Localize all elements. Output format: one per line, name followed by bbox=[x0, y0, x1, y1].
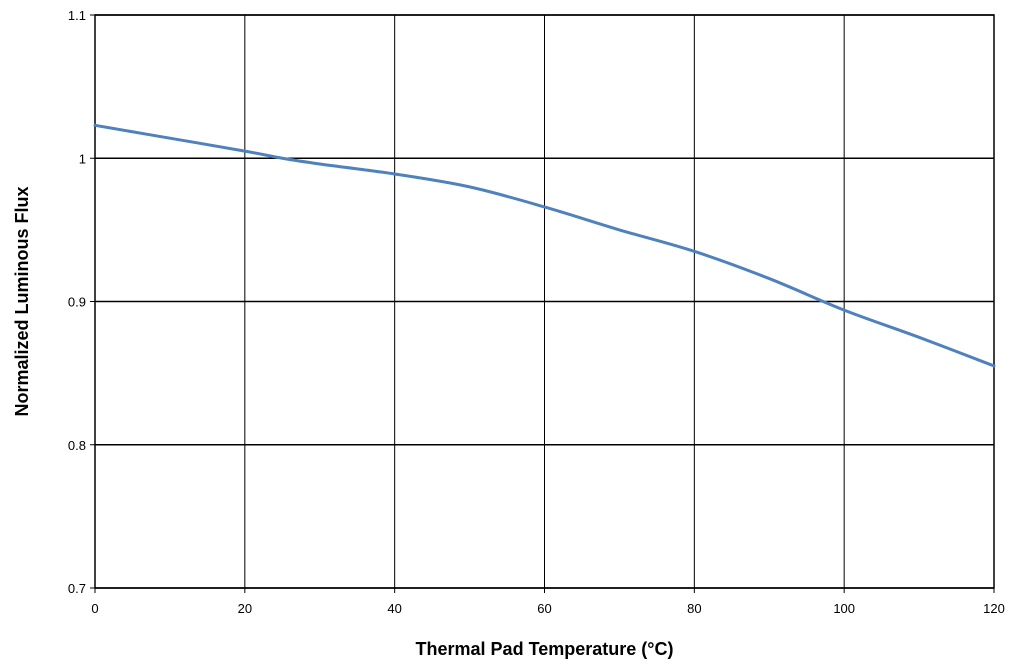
y-tick-label: 0.9 bbox=[68, 295, 86, 310]
series bbox=[93, 123, 996, 368]
x-tick-label: 20 bbox=[238, 601, 252, 616]
x-axis-title: Thermal Pad Temperature (°C) bbox=[416, 639, 674, 659]
y-tick-label: 0.7 bbox=[68, 581, 86, 596]
x-tick-label: 80 bbox=[687, 601, 701, 616]
plot-border bbox=[94, 14, 995, 589]
axes bbox=[90, 14, 995, 593]
y-tick-label: 1 bbox=[79, 151, 86, 166]
y-tick-label: 1.1 bbox=[68, 8, 86, 23]
x-tick-label: 0 bbox=[91, 601, 98, 616]
x-tick-label: 120 bbox=[983, 601, 1005, 616]
x-tick-label: 60 bbox=[537, 601, 551, 616]
series-line bbox=[93, 123, 996, 368]
x-tick-label: 40 bbox=[387, 601, 401, 616]
y-tick-label: 0.8 bbox=[68, 438, 86, 453]
y-axis-title: Normalized Luminous Flux bbox=[12, 186, 32, 416]
x-tick-label: 100 bbox=[833, 601, 855, 616]
tick-labels: 0 20 40 60 80 100 120 0.7 0.8 0.9 1 1.1 bbox=[68, 8, 1005, 616]
